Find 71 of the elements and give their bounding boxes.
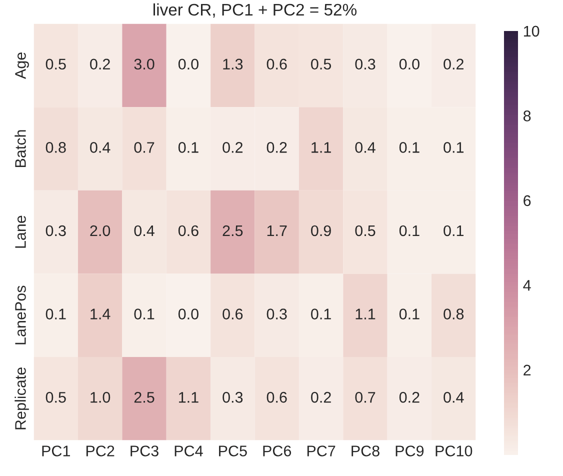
data-label: 0.6 xyxy=(222,308,243,320)
data-label: 1.1 xyxy=(312,142,331,153)
data-label: 0.4 xyxy=(355,142,376,153)
color-bar-label: 4 xyxy=(523,280,531,291)
data-label: 0.4 xyxy=(134,225,154,236)
data-label: 0.1 xyxy=(311,308,331,320)
data-label: 0.2 xyxy=(399,392,420,403)
data-label: 0.5 xyxy=(46,392,66,403)
data-label: 1.7 xyxy=(267,225,287,236)
data-label: 0.7 xyxy=(355,392,376,403)
data-label: 0.2 xyxy=(266,142,287,153)
data-label: 0.6 xyxy=(178,225,198,236)
data-label: 1.0 xyxy=(90,392,110,403)
data-label: 0.9 xyxy=(311,225,331,236)
data-label: 0.4 xyxy=(90,142,110,153)
x-tick-label: PC8 xyxy=(352,446,380,456)
data-label: 3.0 xyxy=(134,58,154,70)
data-label: 0.1 xyxy=(134,308,154,320)
chart-title: liver CR, PC1 + PC2 = 52% xyxy=(154,3,357,18)
data-label: 0.0 xyxy=(399,58,420,70)
data-label: 0.7 xyxy=(134,142,154,153)
color-bar-label: 2 xyxy=(524,364,531,376)
y-tick-label: Age xyxy=(15,52,29,80)
data-label: 0.1 xyxy=(178,142,198,153)
x-tick-label: PC6 xyxy=(263,446,292,456)
data-label: 0.6 xyxy=(266,58,287,70)
data-label: 1.3 xyxy=(223,58,243,70)
data-label: 0.3 xyxy=(46,225,66,236)
data-label: 0.3 xyxy=(222,392,243,403)
data-label: 0.8 xyxy=(444,308,464,320)
data-label: 0.2 xyxy=(90,58,110,70)
data-label: 0.0 xyxy=(178,58,198,70)
color-bar-label: 10 xyxy=(524,26,540,37)
data-label: 0.5 xyxy=(46,58,66,70)
data-label: 0.1 xyxy=(399,225,420,236)
y-tick-label: Replicate xyxy=(14,367,29,430)
x-tick-label: PC5 xyxy=(219,446,247,456)
data-label: 1.1 xyxy=(179,392,198,403)
x-tick-label: PC4 xyxy=(174,446,203,456)
x-tick-label: PC2 xyxy=(86,446,114,456)
data-label: 0.2 xyxy=(222,142,243,153)
data-label: 0.3 xyxy=(355,58,376,70)
y-tick-label: LanePos xyxy=(15,286,26,344)
data-label: 0.2 xyxy=(444,58,464,70)
data-label: 0.2 xyxy=(311,392,331,403)
x-tick-label: PC3 xyxy=(130,446,158,456)
y-tick-label: Batch xyxy=(14,130,26,168)
color-bar-label: 8 xyxy=(523,110,531,122)
data-label: 0.5 xyxy=(311,58,332,70)
data-label: 0.3 xyxy=(266,308,287,320)
data-label: 0.5 xyxy=(355,225,376,236)
color-bar-label: 6 xyxy=(524,195,531,206)
data-label: 0.1 xyxy=(444,142,464,153)
data-label: 1.1 xyxy=(356,308,376,320)
data-label: 0.1 xyxy=(399,142,420,153)
data-label: 2.5 xyxy=(222,225,243,236)
data-label: 0.1 xyxy=(399,308,420,320)
data-label: 2.5 xyxy=(134,392,154,403)
x-tick-label: PC9 xyxy=(396,446,424,456)
data-label: 0.0 xyxy=(178,308,198,320)
x-tick-label: PC10 xyxy=(436,446,472,456)
data-label: 0.1 xyxy=(444,225,464,236)
x-tick-label: PC1 xyxy=(42,446,70,456)
x-tick-label: PC7 xyxy=(307,446,336,456)
data-label: 0.4 xyxy=(444,392,464,403)
data-label: 0.6 xyxy=(266,392,287,403)
y-tick-label: Lane xyxy=(15,216,26,248)
data-label: 0.8 xyxy=(46,142,66,153)
data-label: 2.0 xyxy=(90,225,110,236)
data-label: 1.4 xyxy=(90,308,110,320)
data-label: 0.1 xyxy=(46,308,66,320)
